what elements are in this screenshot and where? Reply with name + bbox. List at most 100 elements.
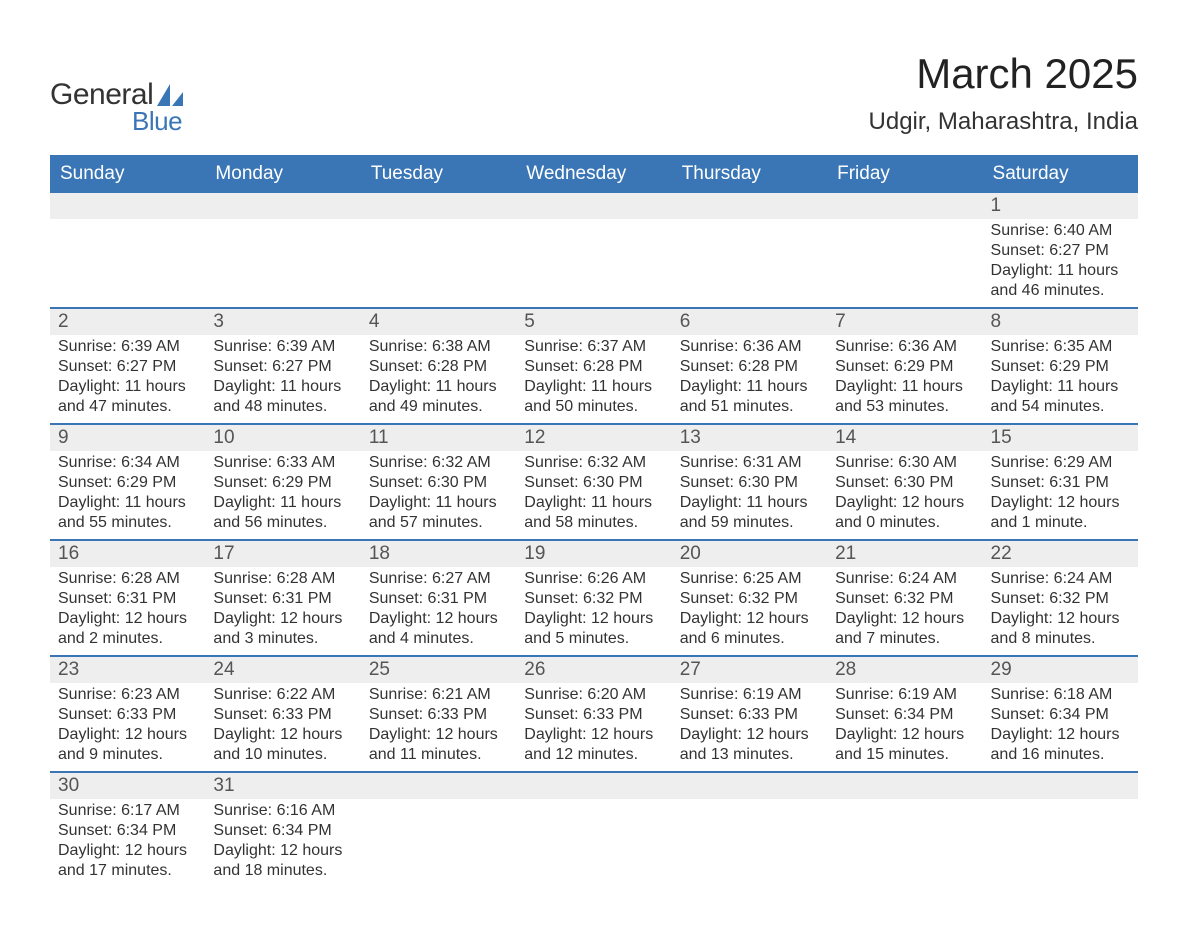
sunset-line: Sunset: 6:33 PM xyxy=(524,705,663,725)
day-data: Sunrise: 6:38 AMSunset: 6:28 PMDaylight:… xyxy=(361,335,516,423)
day-number-bar: 6 xyxy=(672,309,827,335)
sunset-line: Sunset: 6:29 PM xyxy=(835,357,974,377)
day-number-bar xyxy=(672,193,827,219)
sunrise-line: Sunrise: 6:17 AM xyxy=(58,801,197,821)
day-number-bar xyxy=(361,193,516,219)
sunrise-line: Sunrise: 6:30 AM xyxy=(835,453,974,473)
day-number: 3 xyxy=(205,309,360,335)
sunrise-line: Sunrise: 6:39 AM xyxy=(213,337,352,357)
sunrise-line: Sunrise: 6:29 AM xyxy=(991,453,1130,473)
day-cell: 13Sunrise: 6:31 AMSunset: 6:30 PMDayligh… xyxy=(672,424,827,540)
day-number xyxy=(672,773,827,799)
day-number-bar: 21 xyxy=(827,541,982,567)
sunset-line: Sunset: 6:31 PM xyxy=(991,473,1130,493)
day-data xyxy=(516,799,671,827)
day-data: Sunrise: 6:25 AMSunset: 6:32 PMDaylight:… xyxy=(672,567,827,655)
day-number-bar: 10 xyxy=(205,425,360,451)
day-cell: 9Sunrise: 6:34 AMSunset: 6:29 PMDaylight… xyxy=(50,424,205,540)
sunset-line: Sunset: 6:30 PM xyxy=(835,473,974,493)
sunrise-line: Sunrise: 6:23 AM xyxy=(58,685,197,705)
sunset-line: Sunset: 6:33 PM xyxy=(369,705,508,725)
day-number-bar xyxy=(827,193,982,219)
week-row: 23Sunrise: 6:23 AMSunset: 6:33 PMDayligh… xyxy=(50,656,1138,772)
sunrise-line: Sunrise: 6:34 AM xyxy=(58,453,197,473)
day-cell: 30Sunrise: 6:17 AMSunset: 6:34 PMDayligh… xyxy=(50,772,205,887)
sunset-line: Sunset: 6:30 PM xyxy=(680,473,819,493)
day-number: 20 xyxy=(672,541,827,567)
day-cell: 16Sunrise: 6:28 AMSunset: 6:31 PMDayligh… xyxy=(50,540,205,656)
day-data: Sunrise: 6:32 AMSunset: 6:30 PMDaylight:… xyxy=(361,451,516,539)
day-cell: 26Sunrise: 6:20 AMSunset: 6:33 PMDayligh… xyxy=(516,656,671,772)
sunrise-line: Sunrise: 6:25 AM xyxy=(680,569,819,589)
calendar-body: 1Sunrise: 6:40 AMSunset: 6:27 PMDaylight… xyxy=(50,192,1138,887)
logo: General Blue xyxy=(50,50,183,137)
sunset-line: Sunset: 6:30 PM xyxy=(369,473,508,493)
day-cell xyxy=(361,772,516,887)
day-number: 13 xyxy=(672,425,827,451)
sunrise-line: Sunrise: 6:24 AM xyxy=(835,569,974,589)
day-number-bar: 25 xyxy=(361,657,516,683)
day-cell: 18Sunrise: 6:27 AMSunset: 6:31 PMDayligh… xyxy=(361,540,516,656)
day-number-bar xyxy=(516,193,671,219)
sunrise-line: Sunrise: 6:35 AM xyxy=(991,337,1130,357)
daylight-line: Daylight: 11 hours and 49 minutes. xyxy=(369,377,508,417)
day-number-bar: 27 xyxy=(672,657,827,683)
daylight-line: Daylight: 11 hours and 58 minutes. xyxy=(524,493,663,533)
sunset-line: Sunset: 6:33 PM xyxy=(213,705,352,725)
daylight-line: Daylight: 11 hours and 48 minutes. xyxy=(213,377,352,417)
daylight-line: Daylight: 11 hours and 56 minutes. xyxy=(213,493,352,533)
day-cell: 28Sunrise: 6:19 AMSunset: 6:34 PMDayligh… xyxy=(827,656,982,772)
day-number: 8 xyxy=(983,309,1138,335)
day-data: Sunrise: 6:32 AMSunset: 6:30 PMDaylight:… xyxy=(516,451,671,539)
day-cell xyxy=(50,192,205,308)
day-cell: 23Sunrise: 6:23 AMSunset: 6:33 PMDayligh… xyxy=(50,656,205,772)
day-number xyxy=(361,193,516,219)
day-number: 10 xyxy=(205,425,360,451)
day-number: 16 xyxy=(50,541,205,567)
sunrise-line: Sunrise: 6:19 AM xyxy=(835,685,974,705)
day-cell: 1Sunrise: 6:40 AMSunset: 6:27 PMDaylight… xyxy=(983,192,1138,308)
day-number-bar: 13 xyxy=(672,425,827,451)
daylight-line: Daylight: 12 hours and 15 minutes. xyxy=(835,725,974,765)
daylight-line: Daylight: 11 hours and 46 minutes. xyxy=(991,261,1130,301)
day-data: Sunrise: 6:19 AMSunset: 6:34 PMDaylight:… xyxy=(827,683,982,771)
daylight-line: Daylight: 12 hours and 2 minutes. xyxy=(58,609,197,649)
day-number: 31 xyxy=(205,773,360,799)
day-number: 7 xyxy=(827,309,982,335)
logo-text-blue: Blue xyxy=(132,106,182,137)
day-number-bar: 17 xyxy=(205,541,360,567)
day-data: Sunrise: 6:21 AMSunset: 6:33 PMDaylight:… xyxy=(361,683,516,771)
day-data: Sunrise: 6:19 AMSunset: 6:33 PMDaylight:… xyxy=(672,683,827,771)
day-cell: 21Sunrise: 6:24 AMSunset: 6:32 PMDayligh… xyxy=(827,540,982,656)
day-data: Sunrise: 6:22 AMSunset: 6:33 PMDaylight:… xyxy=(205,683,360,771)
day-cell: 29Sunrise: 6:18 AMSunset: 6:34 PMDayligh… xyxy=(983,656,1138,772)
daylight-line: Daylight: 11 hours and 55 minutes. xyxy=(58,493,197,533)
day-number-bar xyxy=(516,773,671,799)
sunrise-line: Sunrise: 6:36 AM xyxy=(680,337,819,357)
sunset-line: Sunset: 6:31 PM xyxy=(369,589,508,609)
day-number-bar: 26 xyxy=(516,657,671,683)
day-number xyxy=(205,193,360,219)
day-data: Sunrise: 6:26 AMSunset: 6:32 PMDaylight:… xyxy=(516,567,671,655)
sunset-line: Sunset: 6:28 PM xyxy=(369,357,508,377)
day-number-bar: 1 xyxy=(983,193,1138,219)
day-data xyxy=(205,219,360,247)
sunset-line: Sunset: 6:29 PM xyxy=(58,473,197,493)
day-cell: 5Sunrise: 6:37 AMSunset: 6:28 PMDaylight… xyxy=(516,308,671,424)
day-number: 22 xyxy=(983,541,1138,567)
day-number: 29 xyxy=(983,657,1138,683)
day-data xyxy=(50,219,205,247)
day-cell xyxy=(827,772,982,887)
sunrise-line: Sunrise: 6:32 AM xyxy=(369,453,508,473)
day-data: Sunrise: 6:24 AMSunset: 6:32 PMDaylight:… xyxy=(827,567,982,655)
daylight-line: Daylight: 11 hours and 50 minutes. xyxy=(524,377,663,417)
day-cell xyxy=(672,772,827,887)
sail-icon xyxy=(157,84,183,106)
daylight-line: Daylight: 12 hours and 17 minutes. xyxy=(58,841,197,881)
day-number: 18 xyxy=(361,541,516,567)
daylight-line: Daylight: 12 hours and 3 minutes. xyxy=(213,609,352,649)
day-data: Sunrise: 6:30 AMSunset: 6:30 PMDaylight:… xyxy=(827,451,982,539)
location-subtitle: Udgir, Maharashtra, India xyxy=(869,108,1138,136)
day-cell: 24Sunrise: 6:22 AMSunset: 6:33 PMDayligh… xyxy=(205,656,360,772)
day-cell: 6Sunrise: 6:36 AMSunset: 6:28 PMDaylight… xyxy=(672,308,827,424)
